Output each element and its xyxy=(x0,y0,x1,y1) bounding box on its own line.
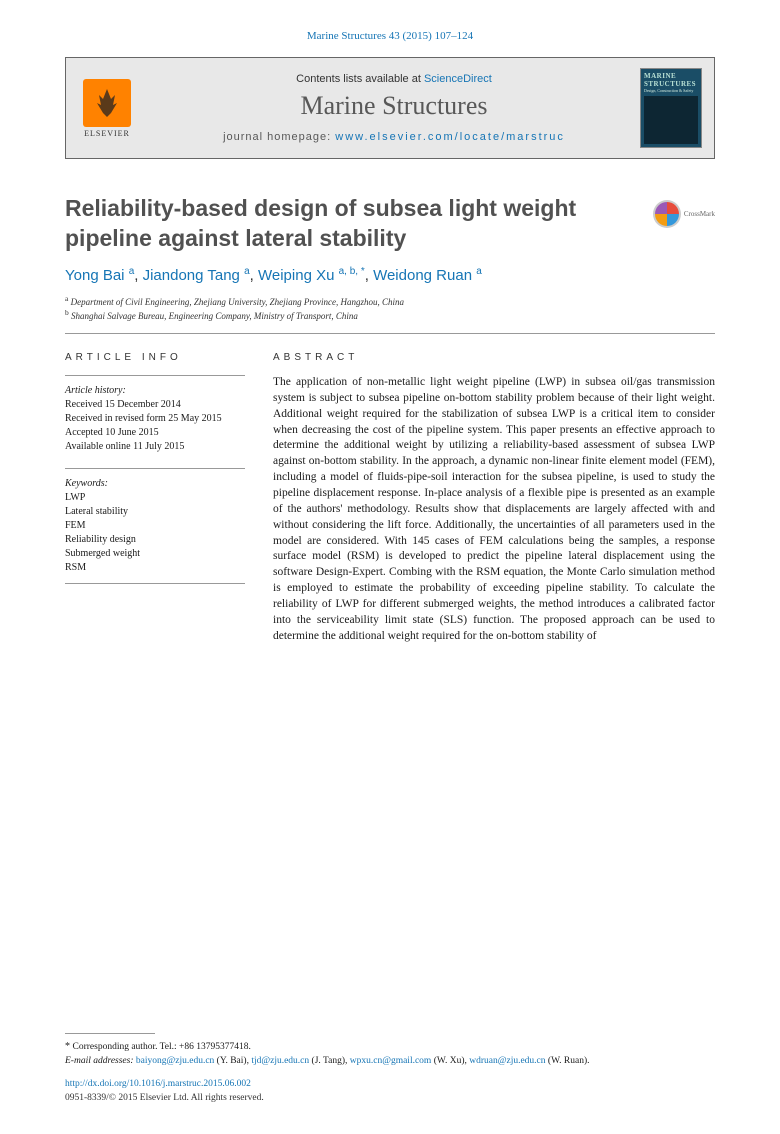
affiliation-line: a Department of Civil Engineering, Zheji… xyxy=(65,294,715,309)
section-divider xyxy=(65,333,715,334)
contents-prefix: Contents lists available at xyxy=(296,73,424,85)
keyword: FEM xyxy=(65,520,86,531)
crossmark-badge[interactable]: CrossMark xyxy=(653,194,715,234)
article-history: Article history: Received 15 December 20… xyxy=(65,375,245,454)
keyword: LWP xyxy=(65,492,85,503)
received-date: Received 15 December 2014 xyxy=(65,399,181,410)
keyword: Submerged weight xyxy=(65,548,140,559)
abstract-heading: ABSTRACT xyxy=(273,352,715,363)
author-name[interactable]: Yong Bai xyxy=(65,267,125,284)
aff-sup: b xyxy=(65,308,69,317)
cover-title-2: STRUCTURES xyxy=(644,80,698,88)
keywords-block: Keywords: LWP Lateral stability FEM Reli… xyxy=(65,468,245,584)
keywords-label: Keywords: xyxy=(65,478,108,489)
doi-link[interactable]: http://dx.doi.org/10.1016/j.marstruc.201… xyxy=(65,1079,251,1089)
email-link[interactable]: baiyong@zju.edu.cn xyxy=(136,1056,214,1066)
page-footer: * Corresponding author. Tel.: +86 137953… xyxy=(65,1033,715,1106)
abstract-text: The application of non-metallic light we… xyxy=(273,375,715,645)
homepage-line: journal homepage: www.elsevier.com/locat… xyxy=(148,131,640,143)
citation-link[interactable]: Marine Structures 43 (2015) 107–124 xyxy=(307,30,473,42)
homepage-url[interactable]: www.elsevier.com/locate/marstruc xyxy=(335,131,565,143)
article-info-column: ARTICLE INFO Article history: Received 1… xyxy=(65,352,245,645)
accepted-date: Accepted 10 June 2015 xyxy=(65,427,159,438)
aff-sup: a xyxy=(65,294,68,303)
keyword: RSM xyxy=(65,562,86,573)
contents-line: Contents lists available at ScienceDirec… xyxy=(148,73,640,85)
revised-date: Received in revised form 25 May 2015 xyxy=(65,413,222,424)
author-aff: a xyxy=(476,266,482,277)
journal-center: Contents lists available at ScienceDirec… xyxy=(148,73,640,143)
email-link[interactable]: wpxu.cn@gmail.com xyxy=(350,1056,432,1066)
online-date: Available online 11 July 2015 xyxy=(65,441,184,452)
affiliation-line: b Shanghai Salvage Bureau, Engineering C… xyxy=(65,308,715,323)
title-row: Reliability-based design of subsea light… xyxy=(65,194,715,254)
author-list: Yong Bai a, Jiandong Tang a, Weiping Xu … xyxy=(65,266,715,284)
homepage-label: journal homepage: xyxy=(223,131,335,143)
elsevier-logo[interactable]: ELSEVIER xyxy=(78,74,136,142)
footer-divider xyxy=(65,1033,155,1034)
issn-copyright: 0951-8339/© 2015 Elsevier Ltd. All right… xyxy=(65,1092,715,1106)
journal-info-box: ELSEVIER Contents lists available at Sci… xyxy=(65,57,715,159)
corresponding-author-line: * Corresponding author. Tel.: +86 137953… xyxy=(65,1040,715,1055)
article-info-heading: ARTICLE INFO xyxy=(65,352,245,363)
citation-header: Marine Structures 43 (2015) 107–124 xyxy=(0,0,780,57)
two-column-body: ARTICLE INFO Article history: Received 1… xyxy=(65,352,715,645)
article-title: Reliability-based design of subsea light… xyxy=(65,194,633,254)
crossmark-label: CrossMark xyxy=(684,210,715,218)
history-label: Article history: xyxy=(65,385,126,396)
author-aff: a, b, * xyxy=(339,266,365,277)
cover-image-area xyxy=(644,96,698,144)
email-who: (W. Xu) xyxy=(434,1056,465,1066)
asterisk-icon: * xyxy=(65,1041,73,1052)
sciencedirect-link[interactable]: ScienceDirect xyxy=(424,73,492,85)
keyword: Reliability design xyxy=(65,534,136,545)
elsevier-text: ELSEVIER xyxy=(84,129,130,138)
email-link[interactable]: tjd@zju.edu.cn xyxy=(251,1056,309,1066)
author-name[interactable]: Weidong Ruan xyxy=(373,267,472,284)
journal-cover-thumb[interactable]: MARINE STRUCTURES Design, Construction &… xyxy=(640,68,702,148)
aff-text: Shanghai Salvage Bureau, Engineering Com… xyxy=(71,311,358,321)
aff-text: Department of Civil Engineering, Zhejian… xyxy=(71,297,404,307)
keyword: Lateral stability xyxy=(65,506,128,517)
email-link[interactable]: wdruan@zju.edu.cn xyxy=(469,1056,545,1066)
elsevier-tree-icon xyxy=(83,79,131,127)
email-label: E-mail addresses: xyxy=(65,1056,134,1066)
author-name[interactable]: Jiandong Tang xyxy=(143,267,240,284)
journal-name: Marine Structures xyxy=(148,91,640,121)
cover-title-1: MARINE xyxy=(644,72,698,80)
email-who: (W. Ruan). xyxy=(548,1056,590,1066)
crossmark-icon xyxy=(653,200,681,228)
email-who: (Y. Bai) xyxy=(217,1056,247,1066)
author-name[interactable]: Weiping Xu xyxy=(258,267,334,284)
doi-line: http://dx.doi.org/10.1016/j.marstruc.201… xyxy=(65,1078,715,1092)
affiliations: a Department of Civil Engineering, Zheji… xyxy=(65,294,715,323)
cover-subtitle: Design, Construction & Safety xyxy=(644,88,698,93)
email-who: (J. Tang) xyxy=(312,1056,345,1066)
corresponding-text: Corresponding author. Tel.: +86 13795377… xyxy=(73,1042,251,1052)
abstract-column: ABSTRACT The application of non-metallic… xyxy=(273,352,715,645)
email-line: E-mail addresses: baiyong@zju.edu.cn (Y.… xyxy=(65,1055,715,1069)
